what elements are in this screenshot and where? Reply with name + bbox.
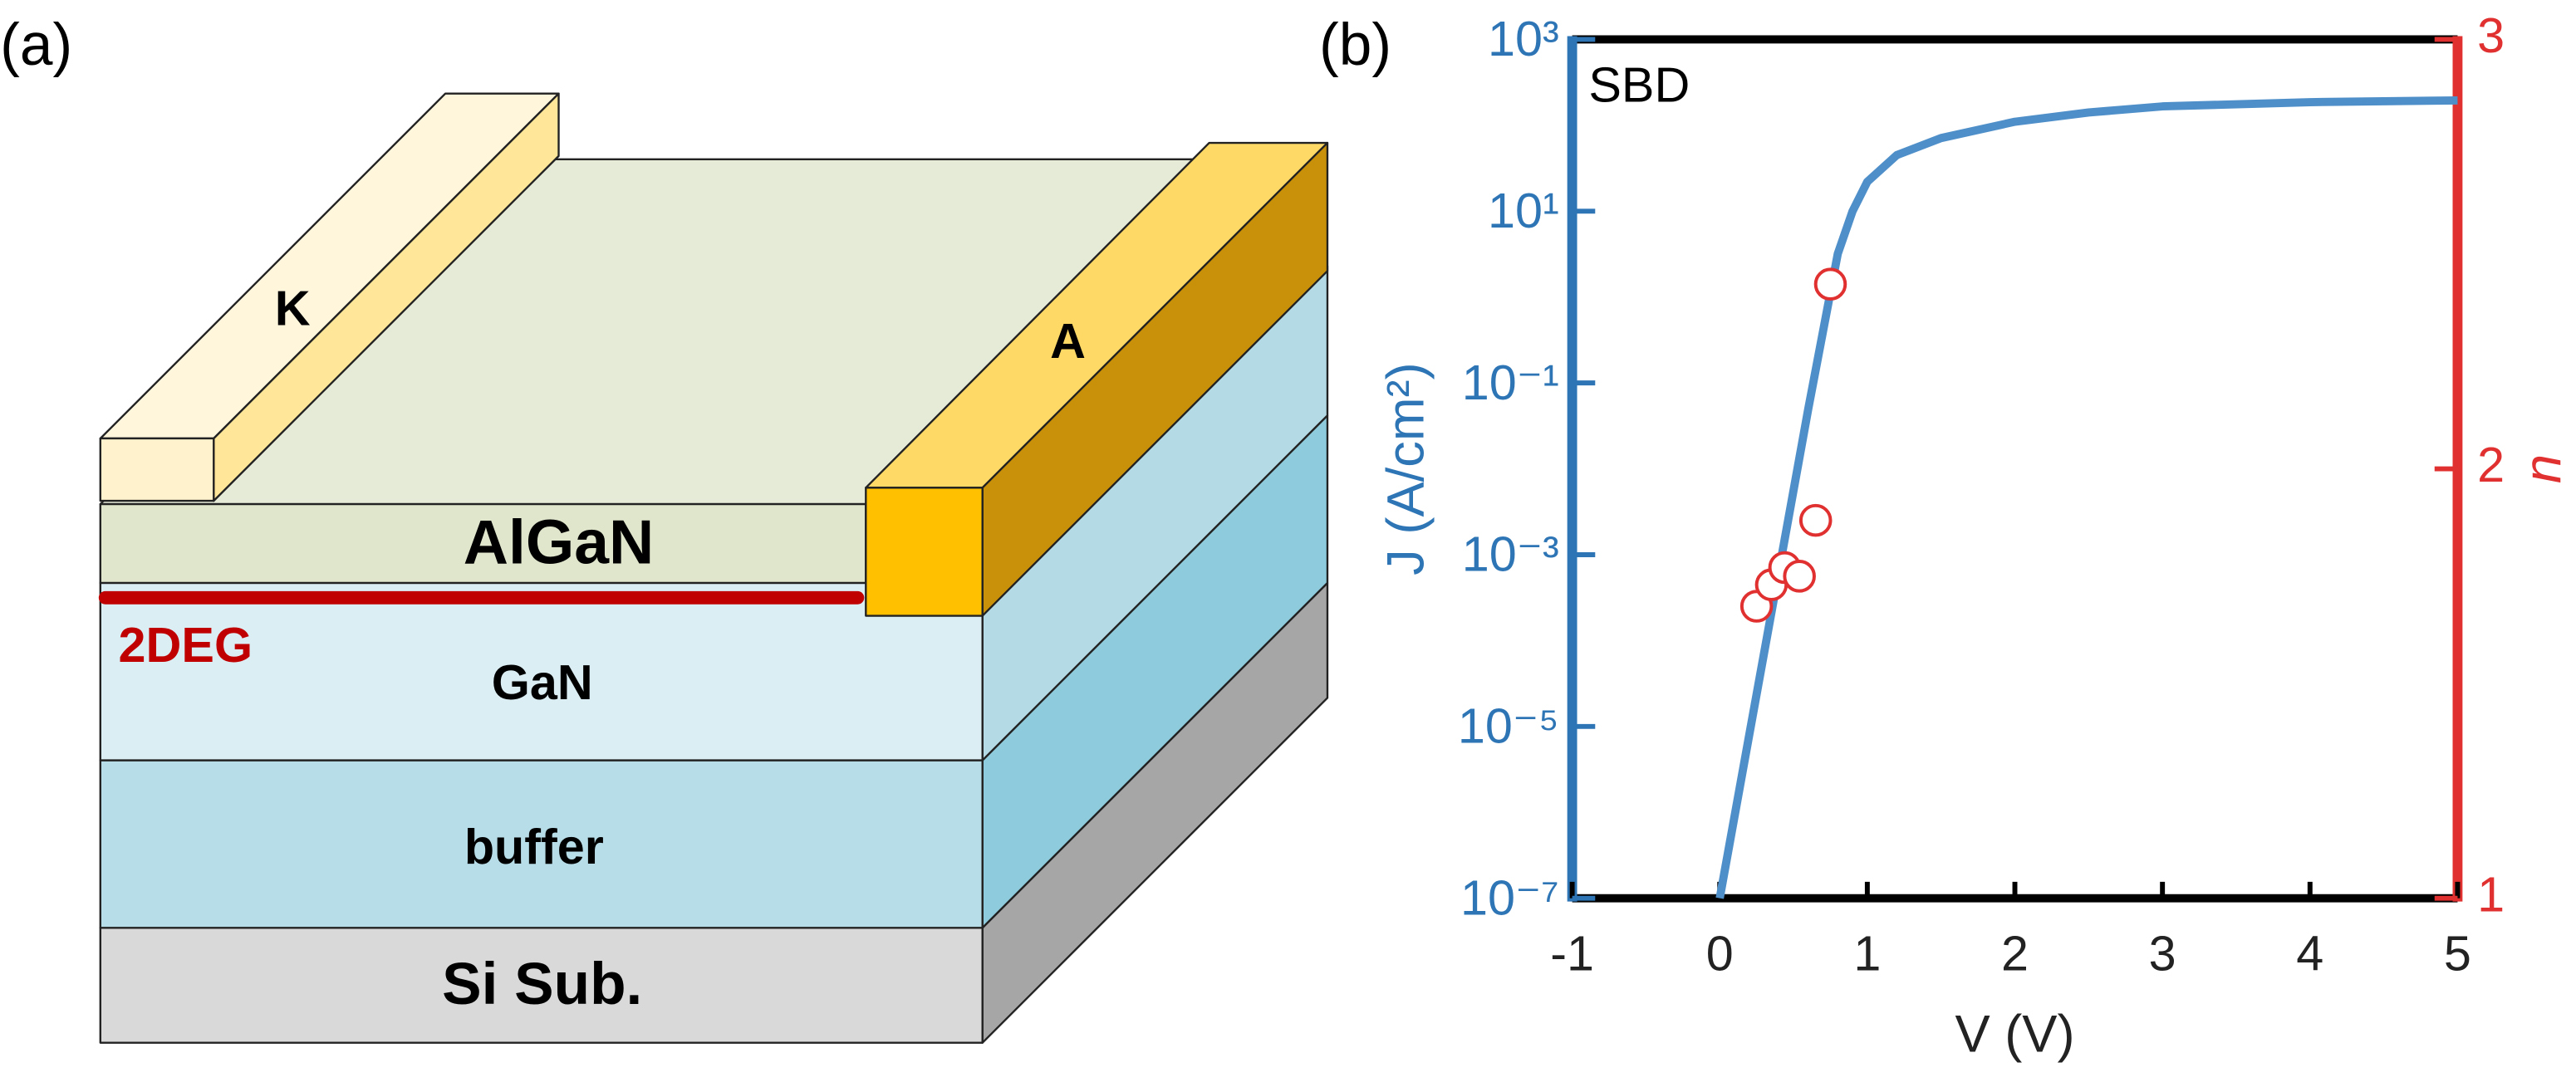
x-tick-label: 1	[1853, 926, 1881, 982]
x-tick-label: 0	[1706, 926, 1734, 982]
y-tick-label: 10⁻⁷	[1460, 869, 1559, 925]
data-line	[1715, 95, 2458, 899]
layer-label: AlGaN	[464, 507, 655, 576]
data-point	[1798, 503, 1833, 537]
data-point	[1783, 560, 1816, 593]
annotation: SBD	[1588, 56, 1690, 112]
channel-label: 2DEG	[119, 617, 253, 673]
y-tick-label: 10⁻³	[1462, 526, 1559, 582]
data-point	[1813, 267, 1847, 301]
chart: -1 0 1 2 3 4 5 10⁻⁷ 10⁻⁵ 10⁻³ 10⁻¹ 10¹ 10³ 1 2 3 V (V) J …	[1377, 7, 2572, 1063]
x-tick-label: 4	[2296, 926, 2323, 982]
y-tick-label: 10⁻⁵	[1458, 698, 1559, 753]
si-front	[99, 927, 984, 1044]
gan-front	[99, 581, 984, 761]
y2-tick-label: 3	[2477, 7, 2505, 63]
anode-front	[865, 487, 984, 617]
y2-tick-label: 1	[2477, 866, 2505, 922]
y2-axis-label: n	[2514, 454, 2572, 483]
anode-label: A	[1050, 313, 1086, 369]
cathode-label: K	[275, 280, 311, 335]
x-tick-label: 3	[2149, 926, 2176, 982]
y-tick-label: 10³	[1488, 11, 1559, 66]
layer-label: buffer	[464, 819, 604, 874]
y-tick-label: 10⁻¹	[1462, 355, 1559, 410]
layer-label: Si Sub.	[442, 952, 642, 1017]
layer-label: GaN	[492, 654, 593, 710]
panel-label: (b)	[1319, 12, 1391, 78]
x-axis-label: V (V)	[1955, 1005, 2074, 1063]
cathode-front	[99, 437, 215, 502]
x-tick-label: -1	[1550, 926, 1594, 982]
y2-tick-label: 2	[2477, 437, 2505, 492]
algan-front	[99, 502, 867, 585]
x-tick-label: 2	[2001, 926, 2029, 982]
panel-label: (a)	[0, 12, 72, 78]
buffer-front	[99, 759, 984, 929]
y-axis-label: J (A/cm²)	[1377, 362, 1435, 575]
x-tick-label: 5	[2444, 926, 2471, 982]
device-diagram: K A AlGaN GaN buffer Si Sub. 2DEG	[98, 92, 1329, 1044]
y-tick-label: 10¹	[1488, 183, 1559, 238]
